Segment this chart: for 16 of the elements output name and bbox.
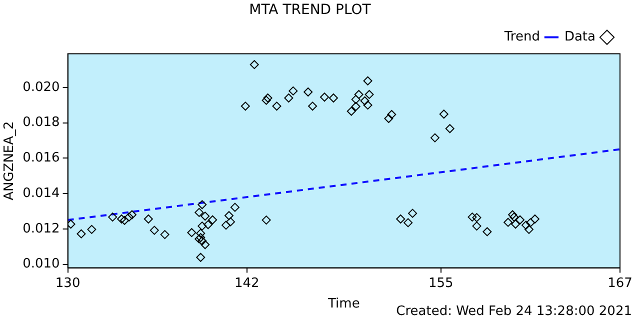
y-tick-label: 0.020 — [22, 80, 60, 95]
y-tick-label: 0.014 — [22, 186, 60, 201]
y-tick-label: 0.010 — [22, 256, 60, 272]
y-tick-label: 0.018 — [22, 115, 60, 130]
y-tick-label: 0.012 — [22, 221, 60, 236]
x-tick-label: 142 — [234, 276, 260, 291]
y-tick-label: 0.016 — [22, 150, 60, 166]
legend-label: Trend — [503, 30, 540, 45]
y-axis-title: ANGZNEA_2 — [2, 121, 18, 200]
legend-label: Data — [564, 30, 596, 45]
chart-title: MTA TREND PLOT — [249, 2, 372, 18]
x-tick-label: 130 — [55, 276, 80, 291]
text: Created: Wed Feb 24 13:28:00 2021 — [396, 304, 632, 319]
x-axis-title: Time — [326, 296, 360, 312]
x-tick-label: 167 — [608, 276, 632, 291]
x-tick-label: 155 — [428, 276, 454, 291]
